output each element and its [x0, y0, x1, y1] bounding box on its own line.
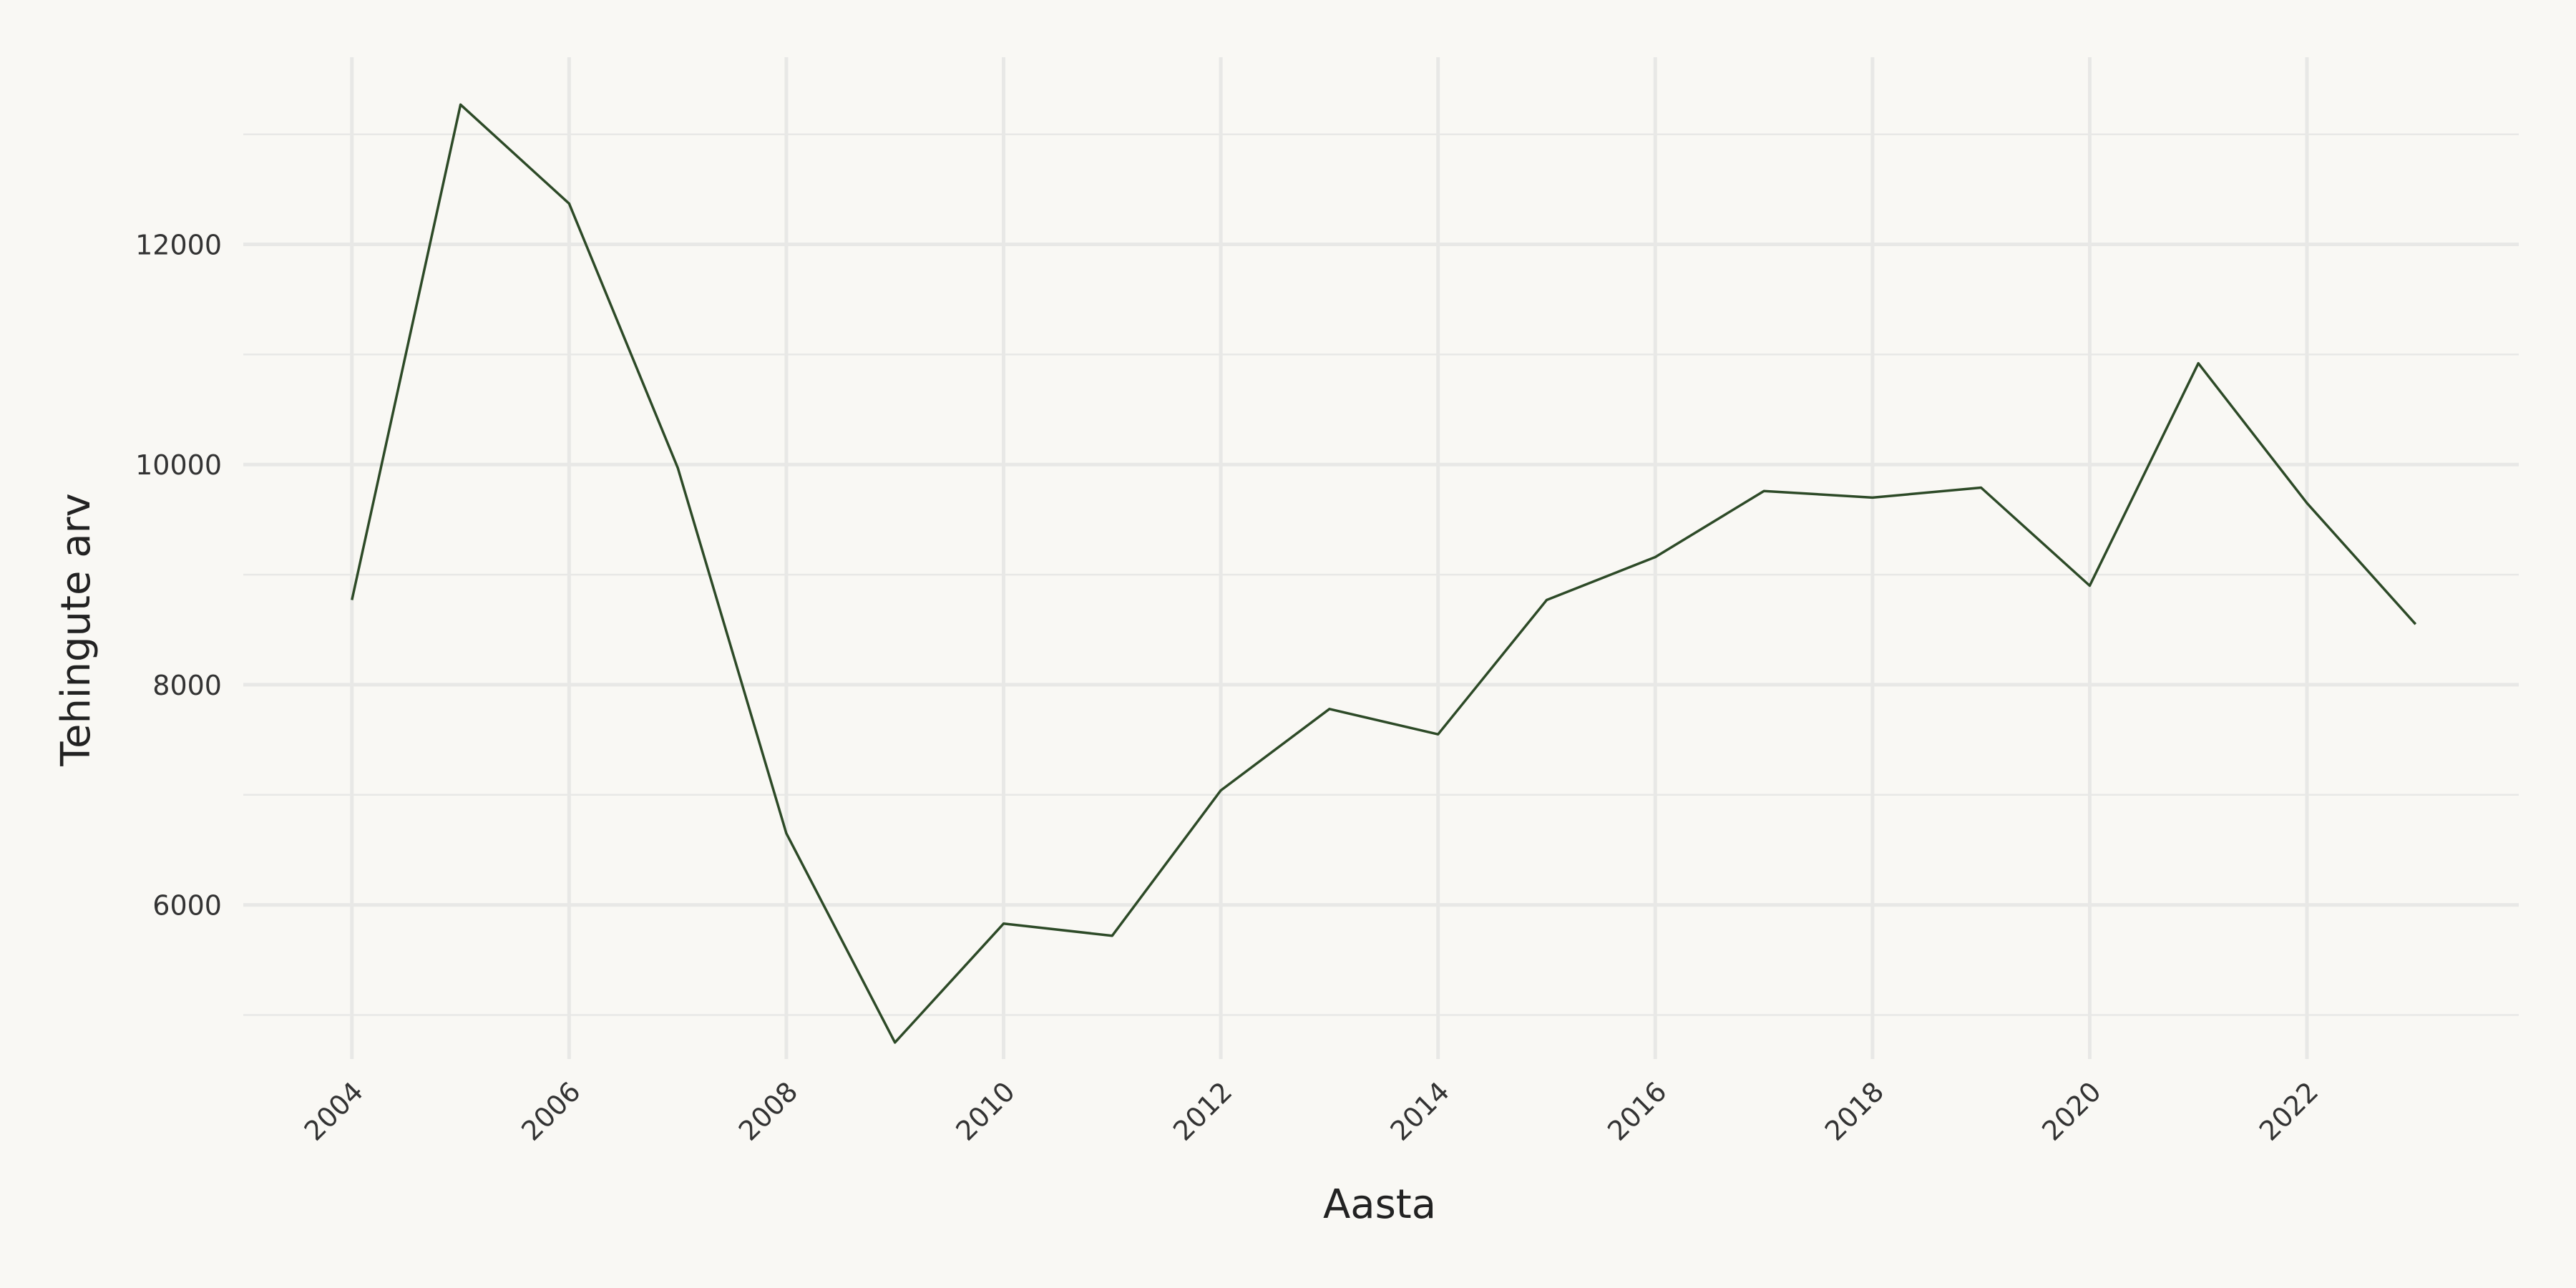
x-axis-title: Aasta: [1323, 1181, 1436, 1228]
series-layer: [351, 103, 2417, 1044]
minor-gridlines: [243, 133, 2519, 1016]
series-line: [351, 103, 2417, 1044]
y-tick-label: 8000: [152, 670, 222, 701]
major-gridlines: [243, 57, 2519, 1059]
y-tick-label: 12000: [135, 230, 222, 261]
y-axis-ticks: 6000 8000 10000 12000: [135, 230, 222, 922]
y-tick-label: 6000: [152, 890, 222, 922]
y-axis-title: Tehingute arv: [53, 493, 99, 766]
y-tick-label: 10000: [135, 449, 222, 481]
